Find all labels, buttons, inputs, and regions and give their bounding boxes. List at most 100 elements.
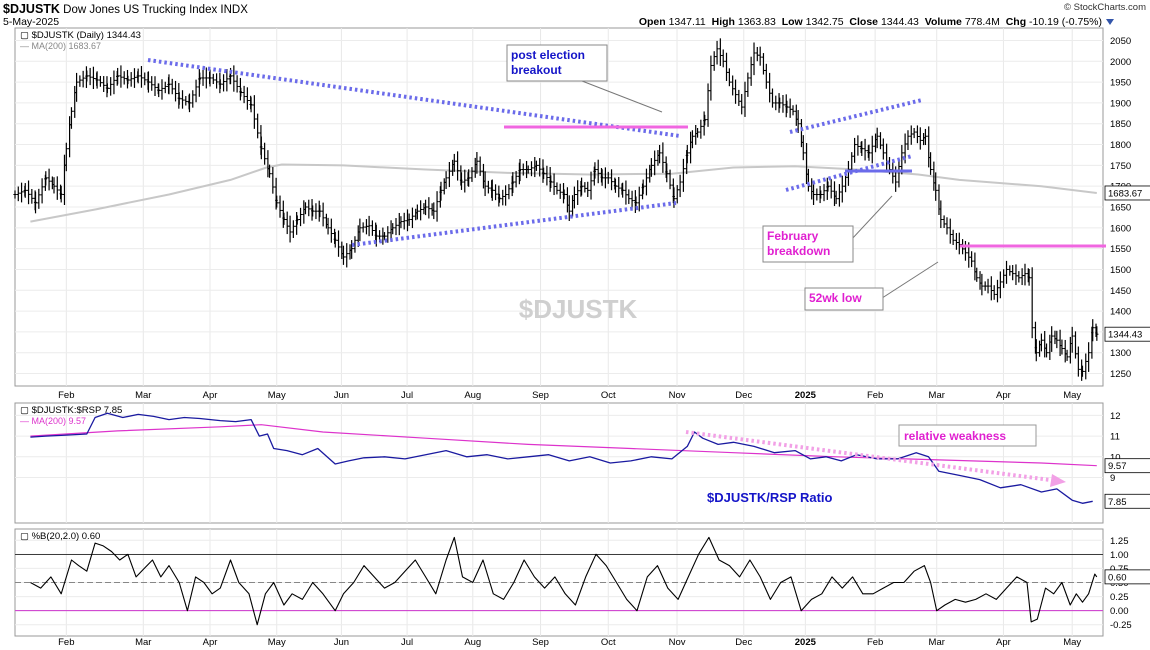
ratio-last-tag: 7.85 (1108, 497, 1127, 508)
symbol-watermark: $DJUSTK (519, 294, 638, 324)
y-tick-label: 1500 (1110, 265, 1131, 276)
ma-legend: — MA(200) 1683.67 (20, 41, 101, 51)
x-tick-label-bottom: Jun (334, 637, 349, 648)
x-tick-label-top: Feb (867, 390, 883, 401)
x-tick-label-bottom: Mar (135, 637, 151, 648)
y-tick-label: 1950 (1110, 78, 1131, 89)
pctb-line (30, 536, 1098, 626)
x-tick-label-bottom: May (268, 637, 286, 648)
relative-weakness-box (898, 424, 1037, 447)
x-tick-label-bottom: Dec (735, 637, 752, 648)
y-tick-label: 1600 (1110, 223, 1131, 234)
chart-date: 5-May-2025 (3, 16, 60, 28)
ratio-legend: ▢ $DJUSTK:$RSP 7.85 (20, 405, 122, 416)
y-tick-label: -0.25 (1110, 620, 1132, 631)
y-tick-label: 2000 (1110, 57, 1131, 68)
price-legend: ▢ $DJUSTK (Daily) 1344.43 (20, 30, 141, 41)
exchange: INDX (220, 4, 248, 16)
post-election-callout-text: post election (511, 48, 585, 62)
open-label: Open (638, 16, 666, 28)
x-tick-label-bottom: 2025 (795, 637, 817, 648)
x-tick-label-top: Aug (464, 390, 481, 401)
ratio-line (30, 412, 1093, 504)
y-tick-label: 1650 (1110, 203, 1131, 214)
y-tick-label: 1.00 (1110, 550, 1129, 561)
x-tick-label-top: Feb (58, 390, 74, 401)
low52-callout-text: 52wk low (809, 291, 862, 305)
open-value: 1347.11 (668, 16, 706, 28)
close-label: Close (849, 16, 879, 28)
february-callout-text: breakdown (767, 244, 830, 258)
y-tick-label: 10 (1110, 452, 1121, 463)
y-tick-label: 1800 (1110, 140, 1131, 151)
y-tick-label: 11 (1110, 432, 1120, 443)
ma200-line (30, 163, 1097, 223)
x-tick-label-bottom: Oct (601, 637, 616, 648)
price-last-tag-box (1104, 326, 1150, 342)
high-value: 1363.83 (737, 16, 776, 28)
x-tick-label-top: Dec (735, 390, 752, 401)
relative-weakness-text: relative weakness (904, 429, 1006, 443)
ratio-label: $DJUSTK/RSP Ratio (707, 490, 833, 505)
x-tick-label-bottom: Aug (464, 637, 481, 648)
dropdown-arrow-icon[interactable] (1106, 19, 1114, 25)
february-callout-box (762, 225, 854, 263)
chg-value: -10.19 (-0.75%) (1029, 16, 1102, 28)
ratio-ma-tag: 9.57 (1108, 461, 1127, 472)
x-tick-label-bottom: Mar (929, 637, 945, 648)
chg-label: Chg (1005, 16, 1027, 28)
y-tick-label: 1750 (1110, 161, 1131, 172)
x-tick-label-top: Sep (532, 390, 549, 401)
y-tick-label: 1900 (1110, 98, 1131, 109)
channel-upper-trendline (789, 98, 923, 134)
high-label: High (711, 16, 735, 28)
x-tick-label-top: Oct (601, 390, 616, 401)
y-tick-label: 1450 (1110, 286, 1131, 297)
x-tick-label-top: Mar (929, 390, 945, 401)
x-tick-label-top: Nov (669, 390, 686, 401)
close-value: 1344.43 (880, 16, 919, 28)
y-tick-label: 1.25 (1110, 536, 1129, 547)
x-tick-label-top: Mar (135, 390, 151, 401)
panel-frame-2 (14, 402, 1104, 524)
y-tick-label: 1300 (1110, 348, 1131, 359)
volume-value: 778.4M (964, 16, 1000, 28)
brand-watermark: © StockCharts.com (1064, 2, 1146, 13)
low52-callout-box (804, 287, 884, 311)
y-tick-label: 1250 (1110, 369, 1131, 380)
y-tick-label: 9 (1110, 473, 1115, 484)
pctb-last-tag: 0.60 (1108, 572, 1127, 583)
volume-label: Volume (924, 16, 962, 28)
x-tick-label-top: 2025 (795, 390, 817, 401)
relative-weakness-arrow-line (685, 430, 1059, 483)
x-tick-label-bottom: Feb (867, 637, 883, 648)
ma-last-tag-box (1104, 185, 1150, 201)
index-name: Dow Jones US Trucking Index (63, 4, 218, 16)
post-election-callout-text: breakout (511, 63, 562, 77)
symbol: $DJUSTK (3, 2, 60, 16)
y-tick-label: 1550 (1110, 244, 1131, 255)
ratio-ma200-line (30, 424, 1097, 467)
post-election-callout-box (506, 44, 608, 82)
ratio-last-tag-box (1104, 493, 1150, 509)
ma-last-tag: 1683.67 (1108, 188, 1142, 199)
x-tick-label-top: May (268, 390, 286, 401)
y-tick-label: 0.75 (1110, 564, 1129, 575)
x-tick-label-bottom: Apr (203, 637, 218, 648)
low-label: Low (781, 16, 803, 28)
y-tick-label: 2050 (1110, 36, 1131, 47)
y-tick-label: 0.00 (1110, 606, 1129, 617)
pctb-legend: ▢ %B(20,2.0) 0.60 (20, 531, 100, 542)
resistance-trendline (147, 58, 681, 138)
low-value: 1342.75 (805, 16, 844, 28)
x-tick-label-top: Apr (996, 390, 1011, 401)
chart-title: $DJUSTK Dow Jones US Trucking Index INDX (3, 2, 248, 16)
y-tick-label: 1850 (1110, 119, 1131, 130)
x-tick-label-top: May (1063, 390, 1081, 401)
february-callout-text: February (767, 229, 819, 243)
x-tick-label-bottom: Jul (401, 637, 413, 648)
post-election-callout-pointer (581, 80, 663, 113)
y-tick-label: 1400 (1110, 307, 1131, 318)
